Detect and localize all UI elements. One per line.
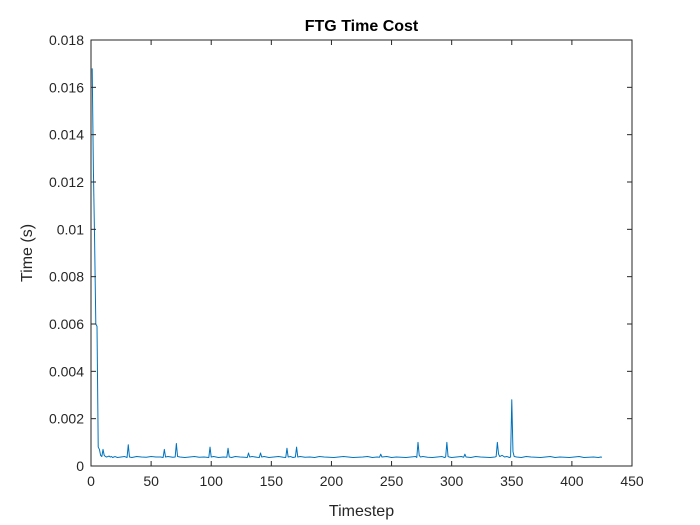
y-tick-label: 0 [76,458,84,474]
y-tick-label: 0.012 [49,174,84,190]
y-tick-label: 0.018 [49,32,84,48]
x-tick-label: 400 [560,473,584,489]
y-tick-label: 0.008 [49,269,84,285]
x-tick-label: 350 [500,473,524,489]
y-tick-label: 0.004 [49,363,84,379]
x-tick-label: 250 [380,473,404,489]
x-tick-label: 450 [620,473,644,489]
plot-area [91,40,632,466]
x-tick-label: 0 [87,473,95,489]
y-tick-label: 0.01 [57,221,84,237]
x-tick-label: 100 [200,473,224,489]
x-tick-label: 300 [440,473,464,489]
y-tick-label: 0.014 [49,127,84,143]
y-tick-label: 0.016 [49,79,84,95]
x-tick-label: 150 [260,473,284,489]
chart-title: FTG Time Cost [305,18,419,35]
y-tick-label: 0.002 [49,411,84,427]
x-tick-label: 50 [143,473,159,489]
y-tick-label: 0.006 [49,316,84,332]
x-axis-label: Timestep [329,503,394,520]
x-tick-label: 200 [320,473,344,489]
y-axis-label: Time (s) [19,224,36,282]
